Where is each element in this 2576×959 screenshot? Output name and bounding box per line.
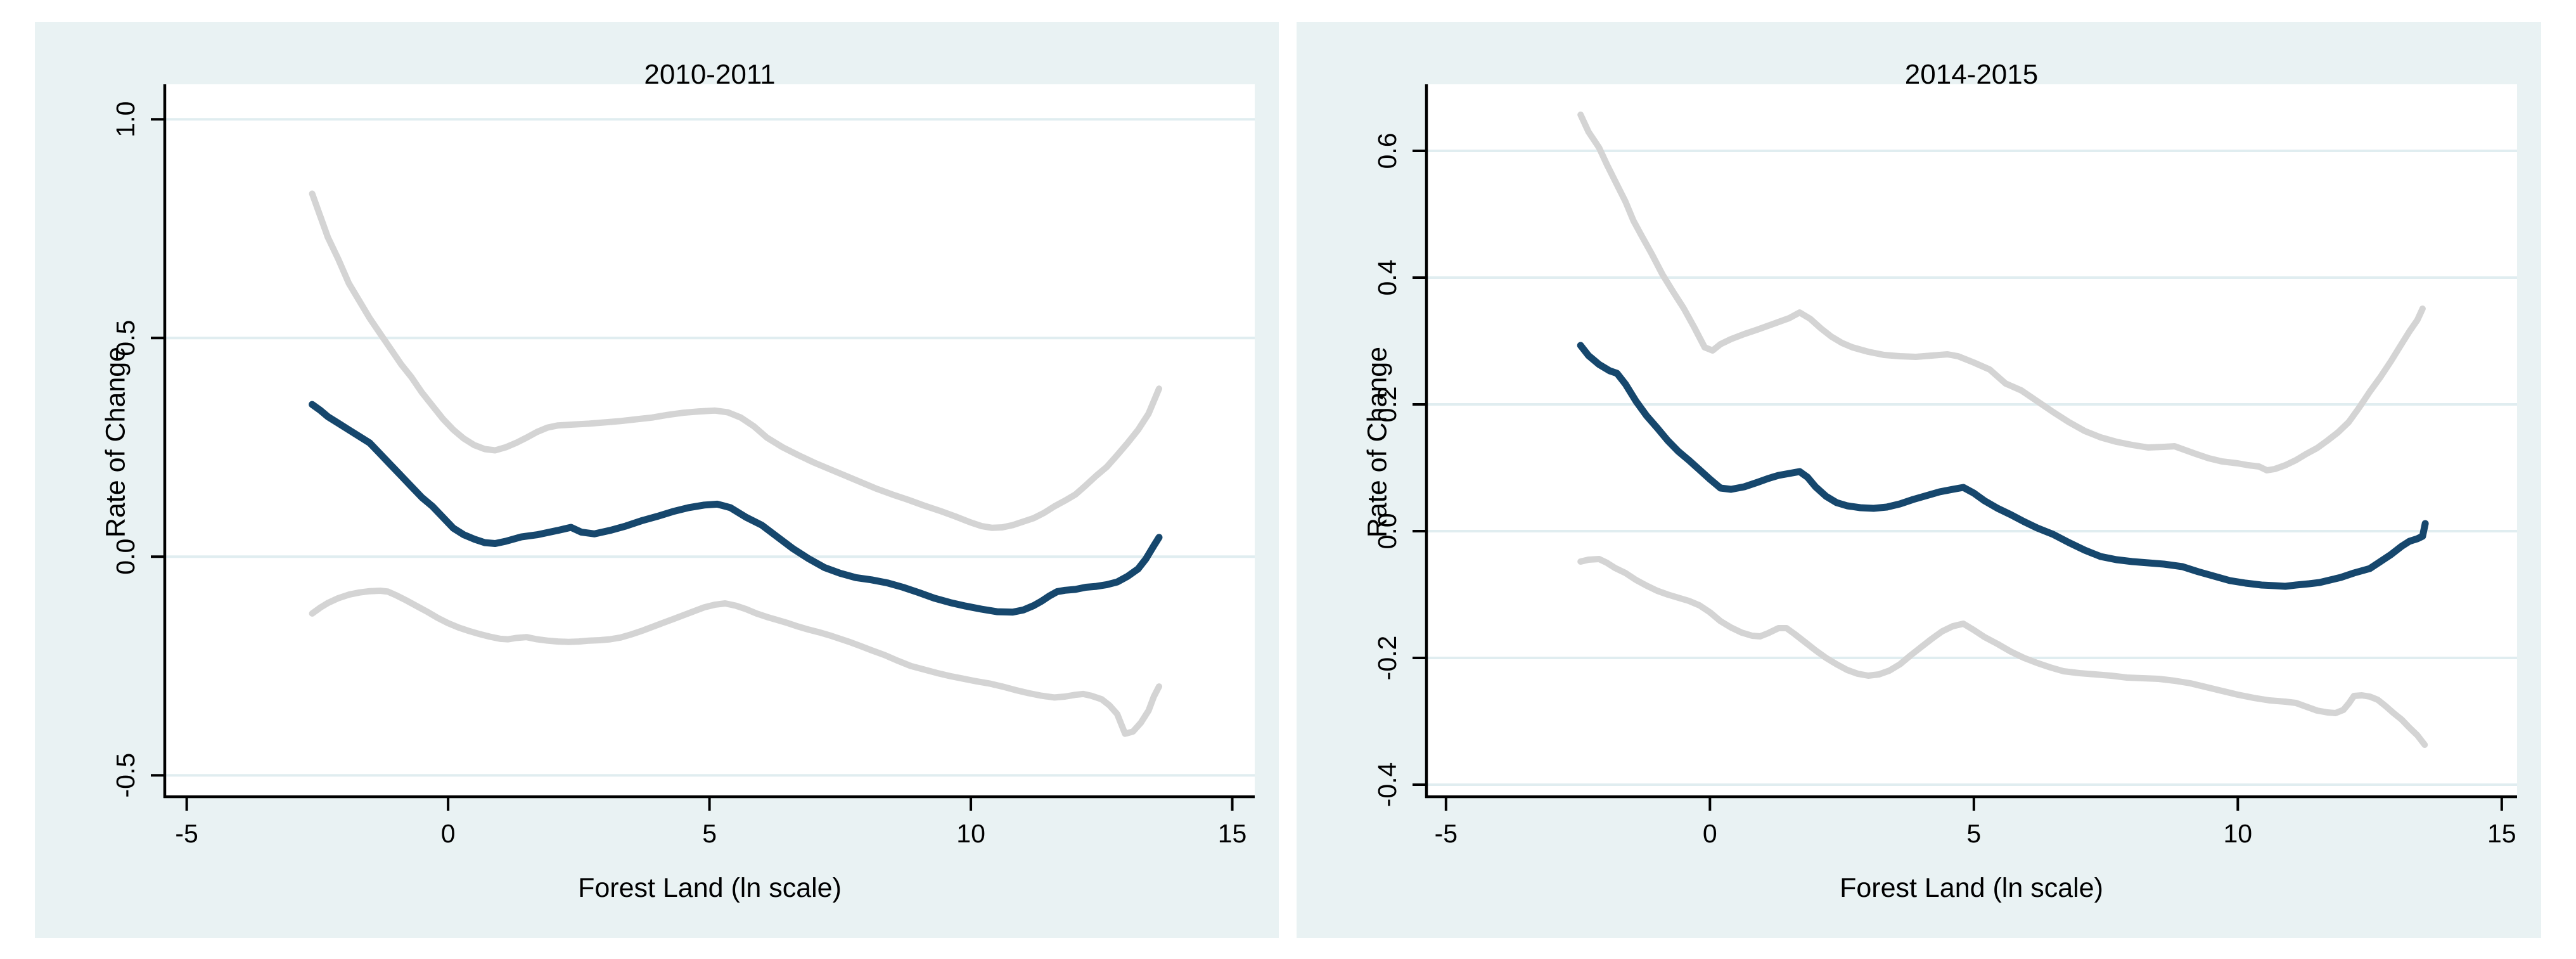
upper-ci-line	[1577, 112, 2426, 473]
x-tick-label-10: 10	[2223, 819, 2252, 848]
x-axis-label: Forest Land (ln scale)	[1840, 873, 2103, 903]
x-tick-label-0: 0	[441, 819, 456, 848]
estimate-line	[1577, 342, 2429, 590]
lower-ci-line	[1577, 556, 2428, 748]
chart-svg: 0.6 0.4 0.2 0.0 -0.2 -0.4 -5 0 5 10 15	[1373, 84, 2517, 848]
x-tick-label-0: 0	[1703, 819, 1717, 848]
y-tick-label-0.4: 0.4	[1373, 260, 1402, 296]
y-tick-label--0.5: -0.5	[111, 753, 140, 798]
x-tick-label-10: 10	[956, 819, 985, 848]
y-tick-label--0.2: -0.2	[1373, 636, 1402, 681]
y-tick-label-0.5: 0.5	[111, 320, 140, 356]
y-axis-label: Rate of Change	[100, 346, 131, 538]
y-tick-label-0.2: 0.2	[1373, 387, 1402, 423]
x-tick-label-5: 5	[702, 819, 717, 848]
y-axis-label: Rate of Change	[1362, 346, 1393, 538]
x-axis-label: Forest Land (ln scale)	[578, 873, 842, 903]
y-tick-label-0: 0.0	[1373, 513, 1402, 550]
y-tick-label-0.6: 0.6	[1373, 133, 1402, 169]
x-tick-label--5: -5	[175, 819, 198, 848]
chart-svg: 1.0 0.5 0.0 -0.5 -5 0 5 10 15	[111, 84, 1255, 848]
estimate-line	[309, 401, 1163, 616]
y-tick-label-0: 0.0	[111, 539, 140, 575]
plot-area	[1426, 84, 2517, 797]
x-tick-label-5: 5	[1966, 819, 1981, 848]
chart-title: 2014-2015	[1904, 59, 2039, 90]
x-tick-label-15: 15	[2487, 819, 2516, 848]
x-tick-label-15: 15	[1218, 819, 1247, 848]
chart-panel-2014-2015: 0.6 0.4 0.2 0.0 -0.2 -0.4 -5 0 5 10 15 2014-2015 R…	[1297, 22, 2541, 938]
plot-area	[165, 84, 1255, 797]
x-tick-label--5: -5	[1435, 819, 1458, 848]
chart-title: 2010-2011	[644, 59, 776, 90]
y-tick-label-1: 1.0	[111, 101, 140, 138]
upper-ci-line	[309, 190, 1162, 531]
chart-panel-2010-2011: 1.0 0.5 0.0 -0.5 -5 0 5 10 15 2010-2011 Rate of …	[35, 22, 1279, 938]
y-tick-label--0.4: -0.4	[1373, 763, 1402, 808]
lower-ci-line	[309, 588, 1162, 737]
